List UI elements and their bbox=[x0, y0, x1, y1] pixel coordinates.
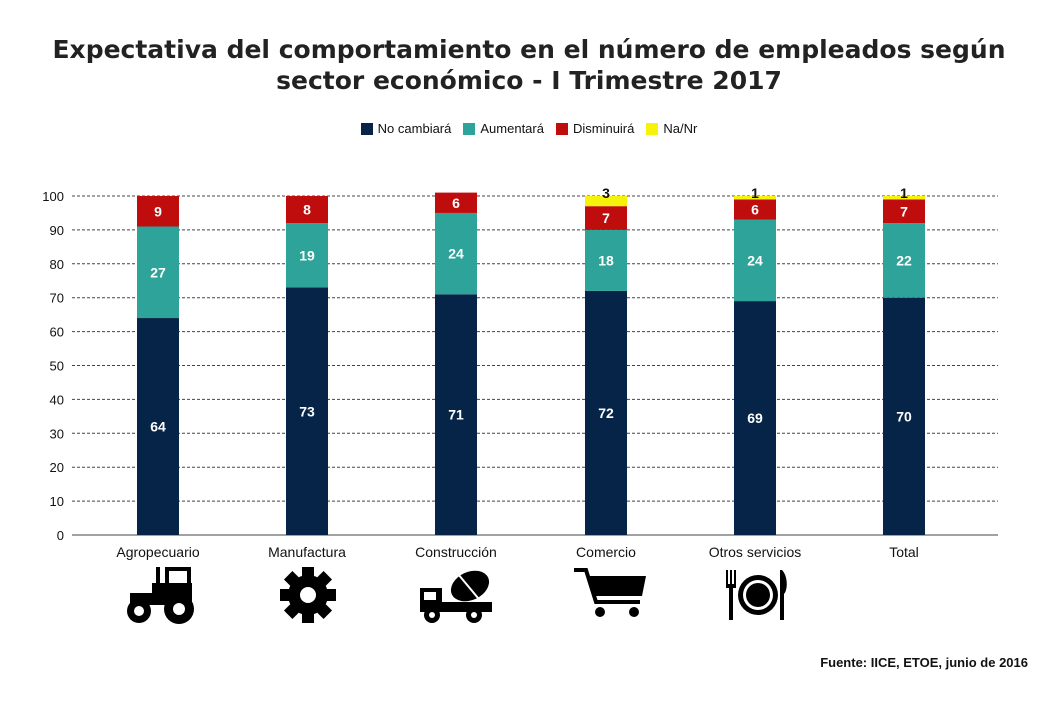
data-label: 24 bbox=[448, 246, 464, 262]
bar-segment bbox=[734, 196, 776, 200]
legend-label: Disminuirá bbox=[572, 121, 635, 136]
data-label: 3 bbox=[602, 185, 610, 201]
bar-segment bbox=[585, 290, 627, 535]
bar-segment bbox=[883, 196, 925, 200]
data-label: 22 bbox=[896, 252, 912, 268]
tractor-icon bbox=[127, 567, 194, 624]
chart-title-line-2: sector económico - I Trimestre 2017 bbox=[276, 66, 782, 95]
bar-segment bbox=[286, 287, 328, 535]
data-label: 6 bbox=[452, 195, 460, 211]
legend-item: Disminuirá bbox=[555, 121, 635, 136]
data-label: 7 bbox=[900, 203, 908, 219]
bar-segment bbox=[286, 223, 328, 288]
chart-title-line-1: Expectativa del comportamiento en el núm… bbox=[52, 35, 1006, 64]
legend-item: No cambiará bbox=[360, 121, 452, 136]
legend-label: No cambiará bbox=[377, 121, 452, 136]
y-tick-label: 10 bbox=[50, 494, 64, 509]
bar-segment bbox=[435, 192, 477, 213]
bar-segment bbox=[585, 196, 627, 207]
bar-segment bbox=[883, 223, 925, 298]
legend: No cambiará Aumentará Disminuirá Na/Nr bbox=[0, 121, 1058, 136]
y-tick-label: 70 bbox=[50, 291, 64, 306]
y-tick-label: 30 bbox=[50, 426, 64, 441]
legend-swatch bbox=[646, 122, 659, 135]
y-tick-label: 40 bbox=[50, 392, 64, 407]
legend-item: Na/Nr bbox=[646, 121, 697, 136]
data-label: 27 bbox=[150, 264, 166, 280]
data-label: 70 bbox=[896, 408, 912, 424]
legend-swatch bbox=[555, 122, 568, 135]
legend-swatch bbox=[463, 122, 476, 135]
bar-segment bbox=[734, 301, 776, 535]
x-tick-label: Agropecuario bbox=[116, 544, 199, 560]
bar-segment bbox=[137, 196, 179, 227]
chart-title: Expectativa del comportamiento en el núm… bbox=[0, 34, 1058, 96]
x-tick-label: Manufactura bbox=[268, 544, 346, 560]
bar-segment bbox=[734, 199, 776, 220]
y-tick-label: 100 bbox=[42, 189, 64, 204]
data-label: 7 bbox=[602, 210, 610, 226]
y-tick-label: 20 bbox=[50, 460, 64, 475]
x-tick-label: Comercio bbox=[576, 544, 636, 560]
data-label: 8 bbox=[303, 202, 311, 218]
bar-segment bbox=[435, 212, 477, 295]
bar-segment bbox=[137, 226, 179, 319]
data-label: 24 bbox=[747, 252, 763, 268]
bar-segment bbox=[286, 196, 328, 224]
bar-segment bbox=[585, 229, 627, 291]
data-label: 1 bbox=[900, 185, 908, 201]
legend-swatch bbox=[360, 122, 373, 135]
data-label: 69 bbox=[747, 410, 763, 426]
data-label: 64 bbox=[150, 419, 166, 435]
x-tick-label: Construcción bbox=[415, 544, 497, 560]
y-tick-label: 60 bbox=[50, 325, 64, 340]
y-tick-label: 0 bbox=[57, 528, 64, 543]
x-tick-label: Total bbox=[889, 544, 919, 560]
gear-icon bbox=[280, 567, 336, 623]
shopping-cart-icon bbox=[574, 568, 646, 617]
legend-item: Aumentará bbox=[463, 121, 544, 136]
bar-segment bbox=[585, 206, 627, 230]
data-label: 6 bbox=[751, 202, 759, 218]
data-label: 18 bbox=[598, 252, 614, 268]
bar-segment bbox=[137, 318, 179, 535]
y-tick-label: 90 bbox=[50, 223, 64, 238]
data-label: 71 bbox=[448, 407, 464, 423]
data-label: 1 bbox=[751, 185, 759, 201]
bar-segment bbox=[435, 294, 477, 535]
source-note: Fuente: IICE, ETOE, junio de 2016 bbox=[820, 655, 1028, 670]
data-label: 19 bbox=[299, 247, 315, 263]
y-tick-label: 50 bbox=[50, 359, 64, 374]
legend-label: Aumentará bbox=[480, 121, 544, 136]
legend-label: Na/Nr bbox=[663, 121, 698, 136]
x-tick-label: Otros servicios bbox=[709, 544, 802, 560]
data-label: 72 bbox=[598, 405, 614, 421]
bar-segment bbox=[883, 199, 925, 224]
plate-cutlery-icon bbox=[726, 570, 787, 620]
y-tick-label: 80 bbox=[50, 257, 64, 272]
bar-segment bbox=[734, 219, 776, 302]
data-label: 9 bbox=[154, 203, 162, 219]
data-label: 73 bbox=[299, 403, 315, 419]
cement-truck-icon bbox=[420, 570, 492, 623]
bar-segment bbox=[883, 297, 925, 535]
